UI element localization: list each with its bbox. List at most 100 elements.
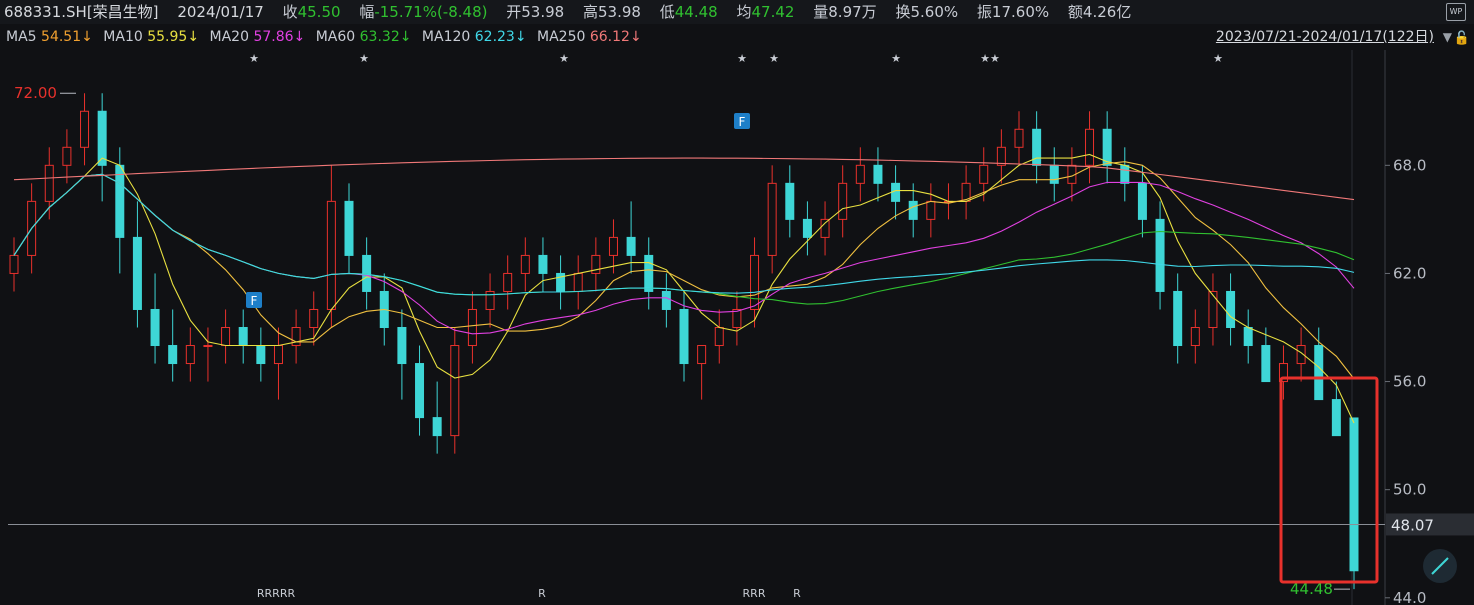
candle-body: [1226, 290, 1236, 329]
candle-body: [996, 146, 1006, 166]
candle-body: [608, 236, 618, 256]
candle-body: [150, 308, 160, 347]
candle-body: [467, 308, 477, 347]
candle-body: [203, 345, 213, 348]
candle-body: [1278, 363, 1288, 383]
ma20-value: 57.86↓: [253, 29, 306, 45]
y-tick-label: 44.0: [1393, 589, 1426, 605]
ma-line: [13, 153, 1355, 424]
candle-body: [520, 254, 530, 274]
candle-body: [273, 345, 283, 365]
candle-body: [697, 345, 707, 365]
candle-body: [9, 254, 19, 274]
ma-line: [13, 161, 1355, 380]
ma60-label[interactable]: MA60: [315, 29, 356, 45]
candle-body: [1155, 218, 1165, 292]
open-value: 53.98: [521, 3, 565, 21]
ma250-label[interactable]: MA250: [537, 29, 586, 45]
candle-body: [1296, 345, 1306, 365]
quote-header: 688331.SH[荣昌生物] 2024/01/17 收45.50 幅-15.7…: [0, 0, 1474, 24]
event-star-marker: ★: [891, 52, 901, 65]
candle-body: [1261, 345, 1271, 383]
candle-body: [132, 236, 142, 310]
max-price-label: 72.00: [14, 84, 57, 102]
candle-body: [838, 182, 848, 220]
y-tick-label: 56.0: [1393, 373, 1426, 391]
quote-date: 2024/01/17: [177, 3, 264, 21]
ma5-label[interactable]: MA5: [6, 29, 37, 45]
stock-code[interactable]: 688331.SH[荣昌生物]: [4, 3, 159, 21]
low-value: 44.48: [674, 3, 718, 21]
candle-body: [732, 308, 742, 329]
ma250-line: [13, 157, 1355, 201]
candle-body: [397, 327, 407, 365]
candle-body: [820, 218, 830, 238]
wp-icon[interactable]: WP: [1446, 3, 1466, 21]
ma-line: [13, 173, 1355, 305]
turnover-label: 换: [895, 3, 911, 21]
candle-body: [1120, 164, 1130, 184]
event-star-marker: ★: [737, 52, 747, 65]
candle-body: [785, 182, 795, 220]
candle-body: [1014, 128, 1024, 148]
event-star-marker: ★: [359, 52, 369, 65]
date-range[interactable]: 2023/07/21-2024/01/17(122日): [1215, 29, 1434, 45]
candle-body: [767, 182, 777, 256]
avg-value: 47.42: [751, 3, 795, 21]
candle-body: [1349, 417, 1359, 572]
open-label: 开: [506, 3, 522, 21]
candle-body: [168, 345, 178, 365]
candle-body: [573, 272, 583, 292]
candle-body: [750, 254, 760, 310]
candle-body: [1190, 327, 1200, 347]
candle-body: [644, 254, 654, 292]
ma120-value: 62.23↓: [474, 29, 527, 45]
ma60-value: 63.32↓: [359, 29, 412, 45]
ma-legend-bar: MA5 54.51↓ MA10 55.95↓ MA20 57.86↓ MA60 …: [0, 25, 1474, 49]
candle-body: [1331, 399, 1341, 437]
candle-body: [291, 327, 301, 347]
crosshair-price: 48.07: [1391, 516, 1434, 534]
candle-body: [256, 345, 266, 365]
candle-body: [802, 218, 812, 238]
candle-body: [415, 363, 425, 419]
y-tick-label: 68.0: [1393, 156, 1426, 174]
candle-body: [626, 236, 636, 256]
ma20-label[interactable]: MA20: [209, 29, 249, 45]
candle-body: [1102, 128, 1112, 166]
event-star-marker: ★★: [980, 52, 1000, 65]
event-r-marker: R: [538, 587, 546, 600]
event-r-marker: R: [793, 587, 801, 600]
event-star-marker: ★: [249, 52, 259, 65]
ma10-label[interactable]: MA10: [103, 29, 143, 45]
candle-body: [1314, 345, 1324, 401]
candle-body: [238, 327, 248, 347]
event-star-marker: ★: [1213, 52, 1223, 65]
f-badge: [734, 113, 750, 129]
high-label: 高: [583, 3, 599, 21]
candle-body: [115, 164, 125, 238]
candle-body: [221, 327, 231, 347]
candle-body: [1137, 182, 1147, 220]
event-r-marker: RRRRR: [257, 587, 296, 600]
candle-body: [97, 110, 107, 166]
candle-body: [80, 110, 90, 148]
candle-body: [855, 164, 865, 184]
candle-body: [1243, 327, 1253, 347]
avg-label: 均: [736, 3, 752, 21]
ma120-label[interactable]: MA120: [421, 29, 471, 45]
candle-body: [62, 146, 72, 166]
lock-icon[interactable]: 🔓: [1453, 31, 1470, 46]
candle-body: [1208, 290, 1218, 329]
highlight-box: [1279, 376, 1379, 584]
candle-body: [450, 345, 460, 437]
y-tick-label: 50.0: [1393, 481, 1426, 499]
dropdown-icon[interactable]: ▼: [1442, 30, 1452, 44]
candle-body: [591, 254, 601, 274]
amplitude-label: 振: [976, 3, 992, 21]
candle-body: [979, 164, 989, 184]
candle-body: [714, 327, 724, 347]
candle-body: [873, 164, 883, 184]
candle-body: [503, 272, 513, 292]
